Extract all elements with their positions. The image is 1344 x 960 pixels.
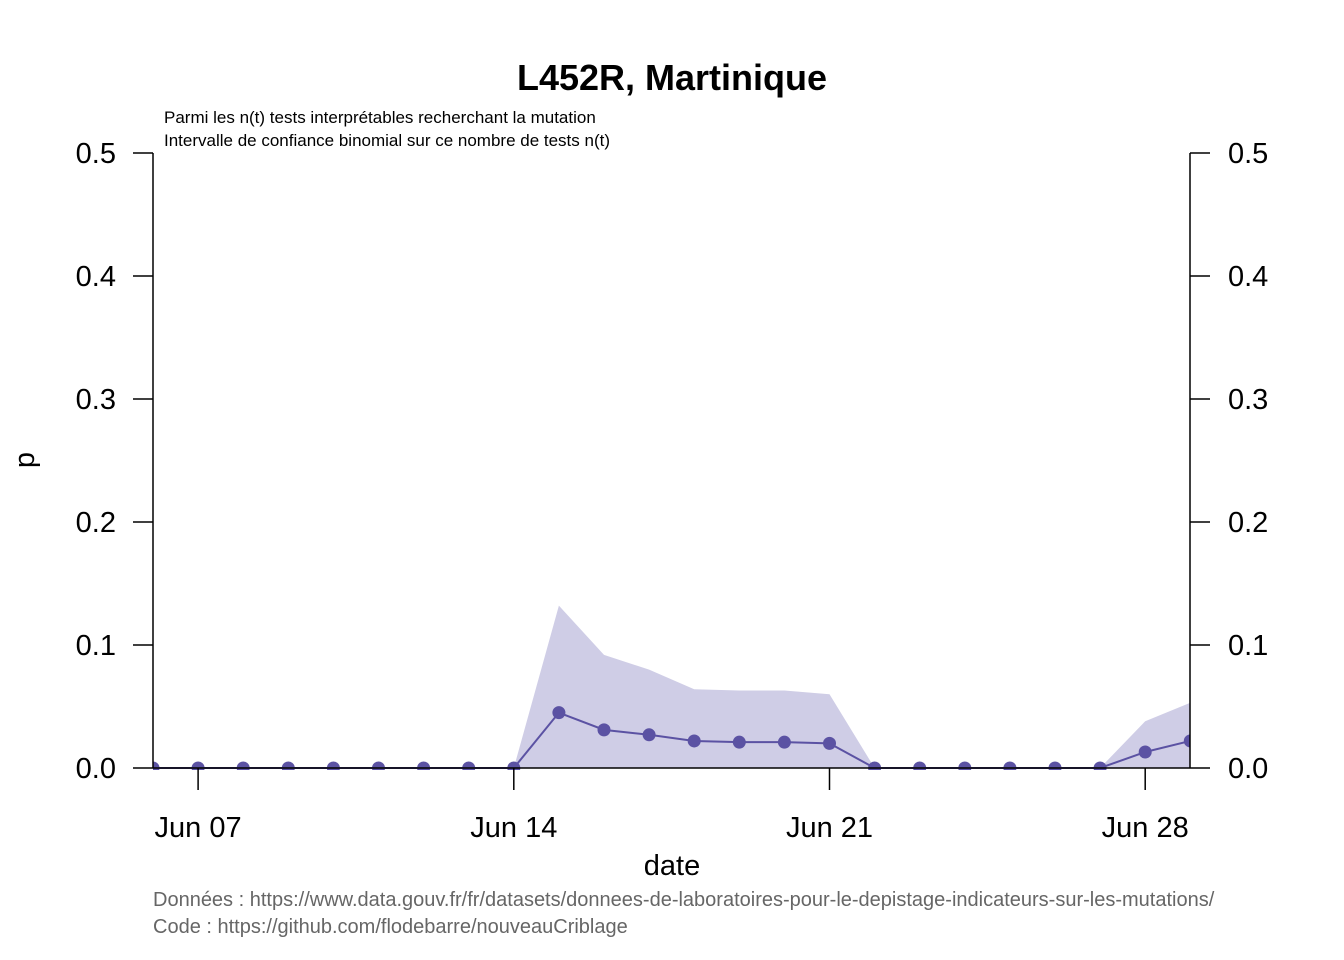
y-tick-label-right: 0.2 xyxy=(1228,507,1268,539)
y-tick-label-right: 0.1 xyxy=(1228,630,1268,662)
footer-data-source: Données : https://www.data.gouv.fr/fr/da… xyxy=(153,889,1215,911)
data-point xyxy=(687,734,701,748)
data-point xyxy=(552,706,566,720)
y-ticks-left: 0.0 0.1 0.2 0.3 0.4 0.5 xyxy=(76,138,153,785)
x-tick-label: Jun 14 xyxy=(470,812,557,844)
x-axis-label: date xyxy=(644,850,700,882)
chart-subtitle-2: Intervalle de confiance binomial sur ce … xyxy=(164,131,610,150)
data-point xyxy=(823,736,836,750)
y-tick-label: 0.4 xyxy=(76,261,116,293)
footer-code-source: Code : https://github.com/flodebarre/nou… xyxy=(153,916,628,938)
y-tick-label: 0.0 xyxy=(76,753,116,785)
plot-area xyxy=(153,605,1190,770)
y-tick-label: 0.5 xyxy=(76,138,116,170)
data-point xyxy=(777,735,791,749)
chart-subtitle-1: Parmi les n(t) tests interprétables rech… xyxy=(164,108,596,127)
data-point xyxy=(732,735,746,749)
x-tick-label: Jun 21 xyxy=(786,812,873,844)
y-tick-label: 0.1 xyxy=(76,630,116,662)
data-point xyxy=(1138,745,1152,759)
y-tick-label-right: 0.3 xyxy=(1228,384,1268,416)
y-tick-label-right: 0.5 xyxy=(1228,138,1268,170)
x-tick-label: Jun 07 xyxy=(155,812,242,844)
chart-title: L452R, Martinique xyxy=(517,57,827,98)
y-tick-label-right: 0.0 xyxy=(1228,753,1268,785)
y-tick-label: 0.2 xyxy=(76,507,116,539)
data-point xyxy=(1183,734,1190,748)
y-ticks-right: 0.0 0.1 0.2 0.3 0.4 0.5 xyxy=(1190,138,1268,785)
data-point xyxy=(642,728,656,742)
x-ticks: Jun 07 Jun 14 Jun 21 Jun 28 xyxy=(155,768,1189,844)
data-point xyxy=(597,723,611,737)
y-tick-label-right: 0.4 xyxy=(1228,261,1268,293)
confidence-band xyxy=(153,605,1190,768)
y-tick-label: 0.3 xyxy=(76,384,116,416)
x-tick-label: Jun 28 xyxy=(1102,812,1189,844)
y-axis-label: p xyxy=(9,452,41,468)
